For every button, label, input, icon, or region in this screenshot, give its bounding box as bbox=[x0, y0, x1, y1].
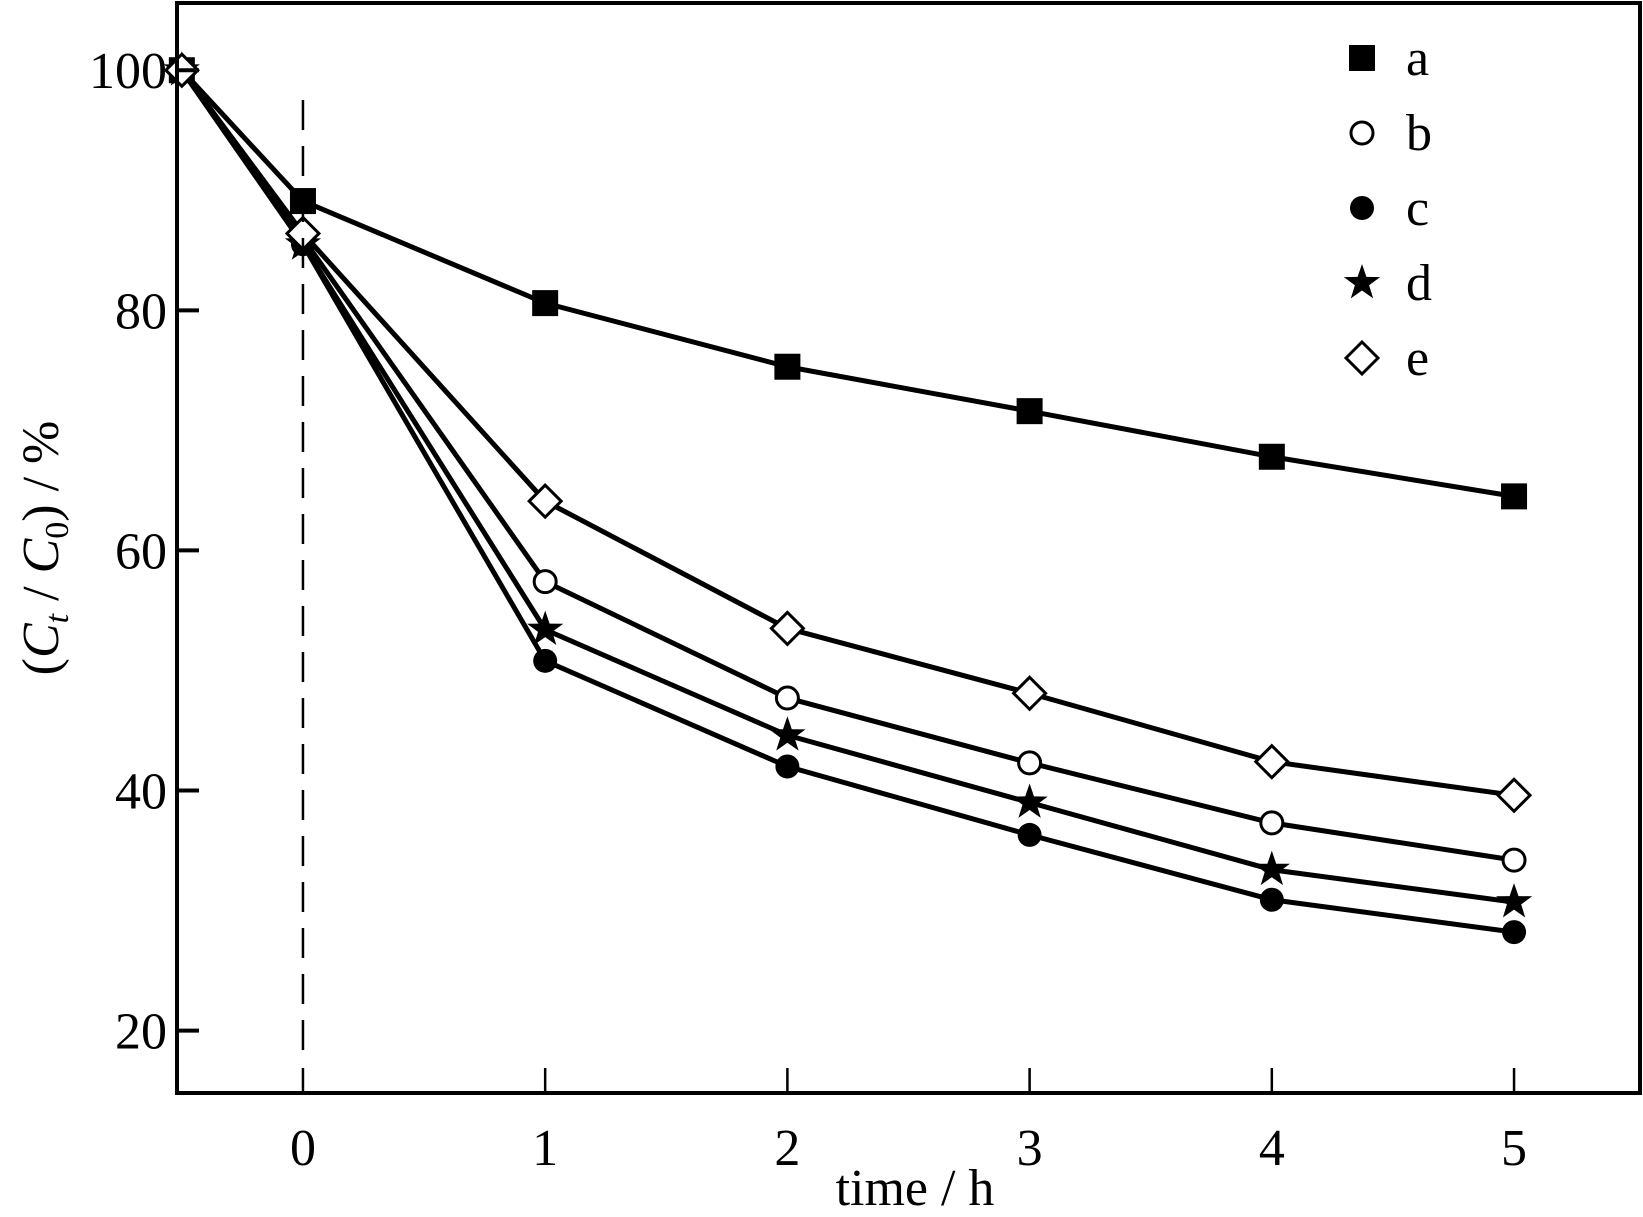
open-circle-marker bbox=[1349, 120, 1375, 146]
star-marker bbox=[1343, 264, 1381, 299]
circle-marker bbox=[1350, 196, 1374, 220]
x-tick-label: 5 bbox=[1501, 1120, 1527, 1177]
square-marker bbox=[532, 290, 559, 317]
axis-ticks: 0 1 2 3 4 5 20 40 60 80 100 bbox=[89, 43, 1527, 1177]
series-a bbox=[168, 57, 1528, 510]
y-tick-label: 60 bbox=[115, 523, 167, 580]
star-marker bbox=[1011, 783, 1048, 818]
series-line-c bbox=[179, 68, 1515, 935]
star-marker bbox=[1253, 850, 1290, 886]
y-tick-label: 40 bbox=[115, 763, 167, 820]
open-circle-marker bbox=[1017, 750, 1043, 776]
series-d bbox=[163, 51, 1533, 918]
open-circle-marker bbox=[532, 569, 558, 595]
circle-marker bbox=[533, 648, 558, 673]
y-tick-label: 80 bbox=[115, 283, 167, 340]
legend-label: e bbox=[1406, 330, 1429, 387]
legend-item-b: b bbox=[1349, 105, 1432, 162]
series-line-d bbox=[179, 68, 1515, 905]
legend-label: d bbox=[1406, 255, 1432, 312]
series-c bbox=[169, 58, 1527, 945]
legend-label: c bbox=[1406, 180, 1429, 237]
x-axis-label: time / h bbox=[836, 1160, 995, 1217]
legend-label: a bbox=[1406, 30, 1429, 87]
open-circle-marker bbox=[774, 685, 800, 711]
y-tick-label: 20 bbox=[115, 1004, 167, 1061]
square-marker bbox=[1501, 483, 1528, 510]
plot-frame bbox=[175, 1, 1642, 1095]
star-marker bbox=[1496, 883, 1533, 918]
diamond-marker bbox=[1495, 777, 1533, 814]
star-marker bbox=[527, 610, 564, 645]
diamond-marker bbox=[527, 483, 564, 520]
x-tick-label: 3 bbox=[1017, 1120, 1043, 1177]
y-axis-label: (Ct / C0) / % bbox=[13, 421, 76, 676]
x-tick-label: 4 bbox=[1259, 1120, 1285, 1177]
legend-item-a: a bbox=[1349, 30, 1429, 87]
legend-label: b bbox=[1406, 105, 1432, 162]
series-line-e bbox=[179, 68, 1515, 798]
circle-marker bbox=[775, 754, 800, 779]
circle-marker bbox=[1017, 822, 1042, 847]
square-marker bbox=[1349, 45, 1375, 71]
series-line-a bbox=[180, 68, 1515, 499]
square-marker bbox=[1258, 443, 1285, 470]
open-circle-marker bbox=[1501, 847, 1527, 873]
circle-marker bbox=[1259, 887, 1284, 912]
diamond-marker bbox=[1011, 675, 1048, 712]
open-circle-marker bbox=[1259, 810, 1285, 836]
square-marker bbox=[1016, 398, 1043, 425]
star-marker bbox=[769, 716, 806, 751]
circle-marker bbox=[1502, 920, 1527, 945]
series-layer bbox=[163, 51, 1533, 945]
diamond-marker bbox=[769, 610, 806, 647]
diamond-marker bbox=[1253, 743, 1290, 780]
square-marker bbox=[774, 353, 801, 380]
legend-item-d: d bbox=[1343, 255, 1432, 312]
legend-item-e: e bbox=[1343, 330, 1429, 387]
x-tick-label: 2 bbox=[774, 1120, 800, 1177]
diamond-marker bbox=[1343, 339, 1381, 377]
y-tick-label: 100 bbox=[89, 43, 167, 100]
x-tick-label: 0 bbox=[290, 1120, 316, 1177]
x-tick-label: 1 bbox=[532, 1120, 558, 1177]
legend-item-c: c bbox=[1350, 180, 1429, 237]
series-e bbox=[163, 52, 1533, 814]
